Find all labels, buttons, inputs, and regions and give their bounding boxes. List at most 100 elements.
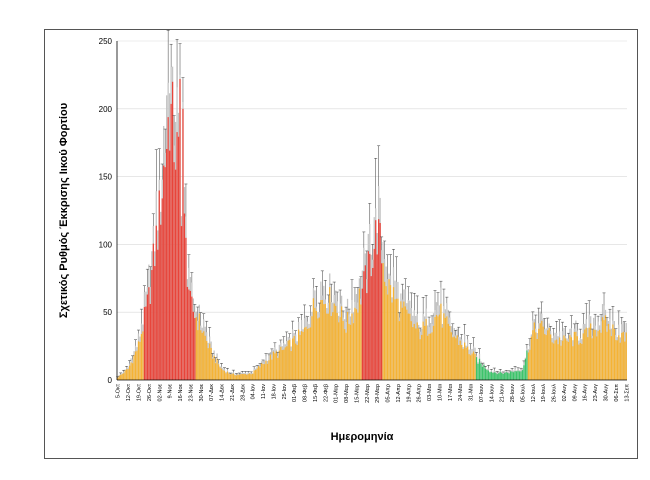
bar (595, 336, 598, 380)
bar (578, 344, 580, 380)
bar (416, 322, 418, 380)
bar (607, 323, 610, 380)
bar (469, 355, 472, 380)
bar (397, 298, 399, 380)
bar (533, 322, 535, 380)
bar (348, 323, 350, 380)
bar (128, 365, 131, 380)
x-tick-label: 19-Οκτ (136, 383, 142, 401)
x-tick-label: 14-Ιουν (489, 384, 495, 403)
x-tick-label: 11-Ιαν (261, 384, 267, 399)
bar (381, 263, 383, 380)
bar (140, 334, 143, 380)
bar (305, 326, 307, 380)
bar (561, 340, 564, 380)
bar (372, 267, 374, 380)
bar (418, 328, 420, 380)
bar (388, 279, 390, 380)
y-tick-label: 50 (103, 308, 112, 317)
bar (209, 343, 211, 380)
bar (336, 312, 338, 380)
bar (158, 190, 160, 380)
bar (487, 370, 490, 380)
bar (613, 329, 616, 380)
bar (260, 363, 263, 380)
x-tick-labels: 5-Οκτ 12-Οκτ 19-Οκτ 26-Οκτ 02-Νοε 9-Νοε 16-Νοε… (116, 383, 631, 403)
bar (278, 350, 280, 380)
bar (263, 364, 266, 380)
bar (493, 372, 495, 380)
bar (424, 325, 426, 380)
bar (266, 363, 269, 380)
bar (466, 346, 469, 380)
bar (326, 313, 328, 380)
bar (560, 345, 562, 380)
bar (146, 294, 149, 380)
bar (198, 313, 200, 380)
bar (118, 375, 120, 380)
bar (441, 327, 444, 380)
bar (413, 323, 415, 380)
bar (438, 314, 441, 380)
bar (210, 347, 212, 380)
bar (179, 78, 181, 380)
bar (609, 329, 611, 380)
bar (369, 253, 371, 380)
bar (214, 363, 217, 380)
bar (231, 373, 233, 380)
x-tick-label: 02-Νοε (157, 383, 163, 401)
bar (292, 338, 294, 380)
x-tick-label: 08-Μαρ (344, 384, 350, 403)
bar (435, 314, 438, 380)
bar (437, 316, 439, 380)
bar (515, 371, 518, 380)
bar (465, 347, 467, 380)
bar (297, 329, 300, 380)
x-axis-label: Ημερομηνία (331, 431, 394, 443)
x-tick-label: 04-Ιαν (251, 384, 257, 400)
bar (501, 373, 503, 380)
bar (188, 289, 190, 380)
bar (200, 330, 202, 380)
bar (241, 374, 243, 380)
bar (244, 373, 246, 380)
bar (425, 319, 427, 380)
bar (428, 333, 430, 380)
x-tick-label: 23-Νοε (188, 383, 194, 401)
bar (338, 322, 340, 380)
bars (117, 78, 627, 381)
bar (478, 358, 481, 380)
bar (136, 350, 138, 380)
x-tick-label: 12-Οκτ (126, 383, 132, 401)
bar (453, 336, 455, 380)
bar (422, 321, 424, 380)
bar (383, 281, 386, 380)
bar (332, 312, 334, 380)
bar (389, 285, 392, 380)
x-tick-label: 05-Ιουλ (520, 384, 526, 403)
bar (610, 336, 613, 380)
bar (302, 331, 304, 380)
bar (324, 303, 326, 380)
bar (601, 317, 604, 380)
x-tick-label: 16-Αυγ (583, 384, 589, 402)
bar (303, 327, 306, 380)
y-axis-label: Σχετικός Ρυθμός Έκκρισης Ιικού Φορτίου (58, 103, 70, 318)
bar (176, 132, 178, 380)
bar (606, 331, 608, 380)
bar (357, 312, 359, 380)
bar (333, 303, 335, 380)
bar (535, 332, 537, 380)
bar (166, 148, 168, 380)
bar (502, 373, 504, 380)
bar (376, 254, 378, 380)
bar (225, 373, 227, 380)
bar (340, 306, 343, 380)
x-tick-label: 07-Δεκ (209, 384, 215, 401)
bar (145, 306, 147, 380)
bar (364, 265, 366, 380)
bar (456, 335, 458, 380)
bar (573, 331, 575, 380)
x-tick-label: 12-Απρ (396, 384, 402, 403)
bar (373, 248, 375, 380)
